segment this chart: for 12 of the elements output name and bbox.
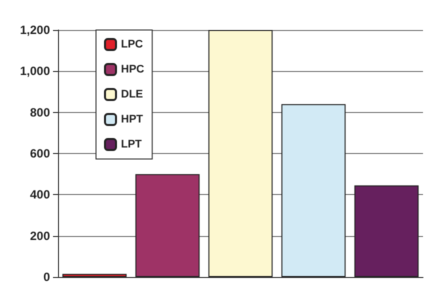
y-tick-label: 800 xyxy=(30,105,50,120)
y-tick-label: 400 xyxy=(30,188,50,202)
legend-label: DLE xyxy=(121,88,143,100)
legend-label: HPC xyxy=(121,64,144,76)
legend-label: LPC xyxy=(121,38,144,50)
y-tick-label: 0 xyxy=(43,270,50,284)
y-tick-label: 200 xyxy=(30,228,50,243)
legend-label: LPT xyxy=(121,138,142,150)
y-tick-label: 1,200 xyxy=(20,23,50,37)
legend-label: HPT xyxy=(121,114,144,126)
y-tick-label: 600 xyxy=(30,146,50,160)
y-tick-label: 1,000 xyxy=(20,64,50,78)
